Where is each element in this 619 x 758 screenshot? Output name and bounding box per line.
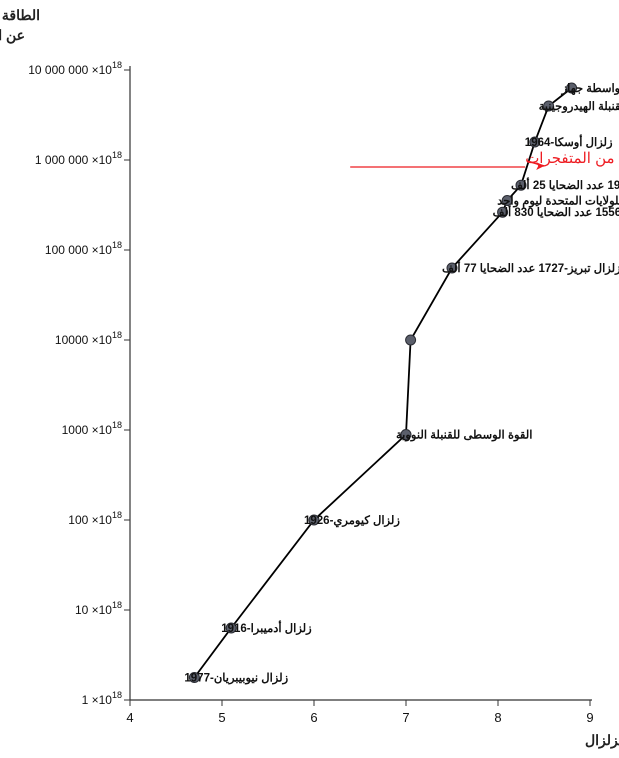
y-tick-label: 1 ×1018	[82, 690, 122, 707]
x-tick-label: 8	[494, 710, 501, 725]
trend-line	[194, 88, 571, 678]
x-tick-label: 6	[310, 710, 317, 725]
point-label: زلزال نيوبيبريان-1977	[184, 672, 288, 686]
point-label: زلزال سبيتاك-1988 عدد الضحايا 25 ألف	[511, 177, 619, 193]
y-tick-label: 10 ×1018	[75, 600, 122, 617]
point-label: الطاقة الكهربائية اللازمة للولايات المتح…	[497, 195, 619, 209]
point-label: أقوى الزلازل التي حدثت في العالم وقد سجل…	[561, 80, 619, 96]
point-label: زلزال أوسكا-1964	[525, 134, 613, 150]
data-point	[406, 335, 416, 345]
x-tick-label: 7	[402, 710, 409, 725]
point-label: القوة الوسطى للقنبلة الهيدروجينية	[539, 100, 619, 114]
y-tick-label: 100 000 ×1018	[45, 240, 122, 257]
y-axis-title-1: الطاقة المتحررة	[0, 7, 40, 24]
y-tick-label: 10 000 000 ×1018	[28, 60, 122, 77]
y-tick-label: 100 ×1018	[68, 510, 122, 527]
y-axis-title-2: عن الزلزال بالأرغه	[0, 26, 25, 44]
y-tick-label: 1 000 000 ×1018	[35, 150, 122, 167]
x-tick-label: 9	[586, 710, 593, 725]
x-tick-label: 5	[218, 710, 225, 725]
x-axis-title: قدر الزلزال	[585, 732, 619, 749]
y-tick-label: 1000 ×1018	[62, 420, 122, 437]
x-tick-label: 4	[126, 710, 133, 725]
y-tick-label: 10000 ×1018	[55, 330, 122, 347]
point-label: القوة الوسطى للقنبلة النووية	[396, 429, 532, 443]
point-label: زلزال كيومري-1926	[304, 514, 400, 528]
earthquake-energy-chart: 4 5 6 7 8 9 1 ×1018 10 ×1018 100 ×1018 1000 ×1018…	[0, 0, 619, 758]
point-label: زلزال أدميبرا-1916	[221, 620, 312, 636]
point-label: زلزال تبريز-1727 عدد الضحايا 77 ألف	[442, 260, 619, 276]
